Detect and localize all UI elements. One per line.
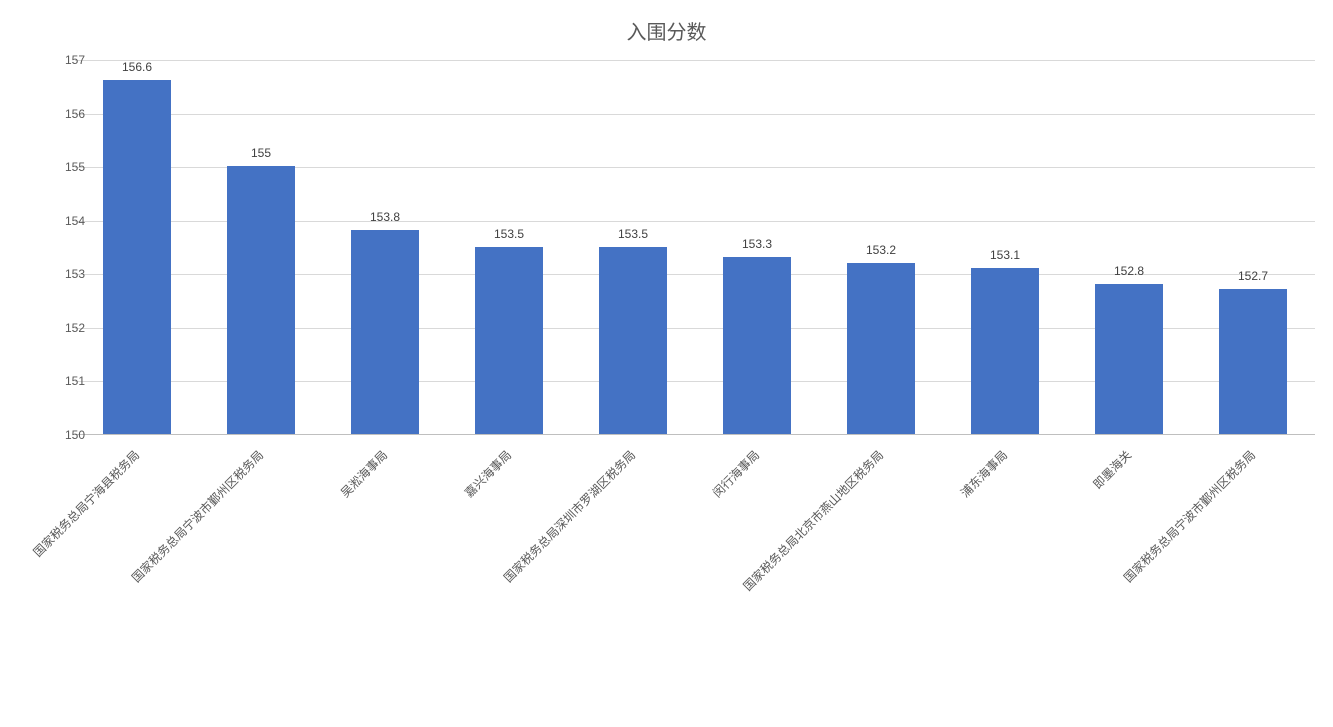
x-axis-label: 国家税务总局宁波市鄞州区税务局 (1106, 446, 1259, 599)
bar: 153.3 (723, 257, 791, 434)
bar: 153.5 (599, 247, 667, 435)
y-axis-label: 156 (25, 107, 85, 121)
y-axis-label: 153 (25, 267, 85, 281)
y-axis-label: 152 (25, 321, 85, 335)
bar: 155 (227, 166, 295, 434)
gridline (75, 114, 1315, 115)
bar-rect (475, 247, 543, 435)
bar-value-label: 156.6 (103, 60, 171, 74)
bar: 153.2 (847, 263, 915, 434)
bar-rect (227, 166, 295, 434)
bar-value-label: 153.2 (847, 243, 915, 257)
y-axis-label: 150 (25, 428, 85, 442)
bar-value-label: 155 (227, 146, 295, 160)
x-axis-label: 即墨海关 (982, 446, 1135, 599)
bar-value-label: 153.8 (351, 210, 419, 224)
bar: 153.1 (971, 268, 1039, 434)
x-axis-label: 闵行海事局 (610, 446, 763, 599)
x-axis-label: 国家税务总局宁波市鄞州区税务局 (114, 446, 267, 599)
bar-value-label: 153.1 (971, 248, 1039, 262)
bar-rect (723, 257, 791, 434)
x-axis-label: 吴淞海事局 (238, 446, 391, 599)
bar-value-label: 152.8 (1095, 264, 1163, 278)
chart-title: 入围分数 (0, 16, 1333, 45)
x-axis-label: 国家税务总局深圳市罗湖区税务局 (486, 446, 639, 599)
bar-rect (351, 230, 419, 434)
bar-rect (1095, 284, 1163, 434)
bar-value-label: 153.5 (599, 227, 667, 241)
bar: 153.5 (475, 247, 543, 435)
bar-rect (847, 263, 915, 434)
bar-value-label: 153.3 (723, 237, 791, 251)
bar-rect (103, 80, 171, 434)
bar-value-label: 152.7 (1219, 269, 1287, 283)
y-axis-label: 151 (25, 374, 85, 388)
x-axis-label: 国家税务总局北京市燕山地区税务局 (734, 446, 887, 599)
bar: 152.7 (1219, 289, 1287, 434)
y-axis-label: 154 (25, 214, 85, 228)
bar-rect (1219, 289, 1287, 434)
x-axis-label: 国家税务总局宁海县税务局 (0, 446, 143, 599)
bar: 153.8 (351, 230, 419, 434)
x-axis-label: 浦东海事局 (858, 446, 1011, 599)
bar: 152.8 (1095, 284, 1163, 434)
bar: 156.6 (103, 80, 171, 434)
y-axis-label: 157 (25, 53, 85, 67)
gridline (75, 60, 1315, 61)
plot-area: 156.6 155 153.8 153.5 153.5 153.3 153.2 153.1 15… (75, 60, 1315, 435)
y-axis-label: 155 (25, 160, 85, 174)
bar-rect (599, 247, 667, 435)
x-axis-label: 嘉兴海事局 (362, 446, 515, 599)
bar-rect (971, 268, 1039, 434)
chart-container: 入围分数 156.6155153.8153.5153.5153.3153.215… (0, 0, 1333, 727)
bar-value-label: 153.5 (475, 227, 543, 241)
